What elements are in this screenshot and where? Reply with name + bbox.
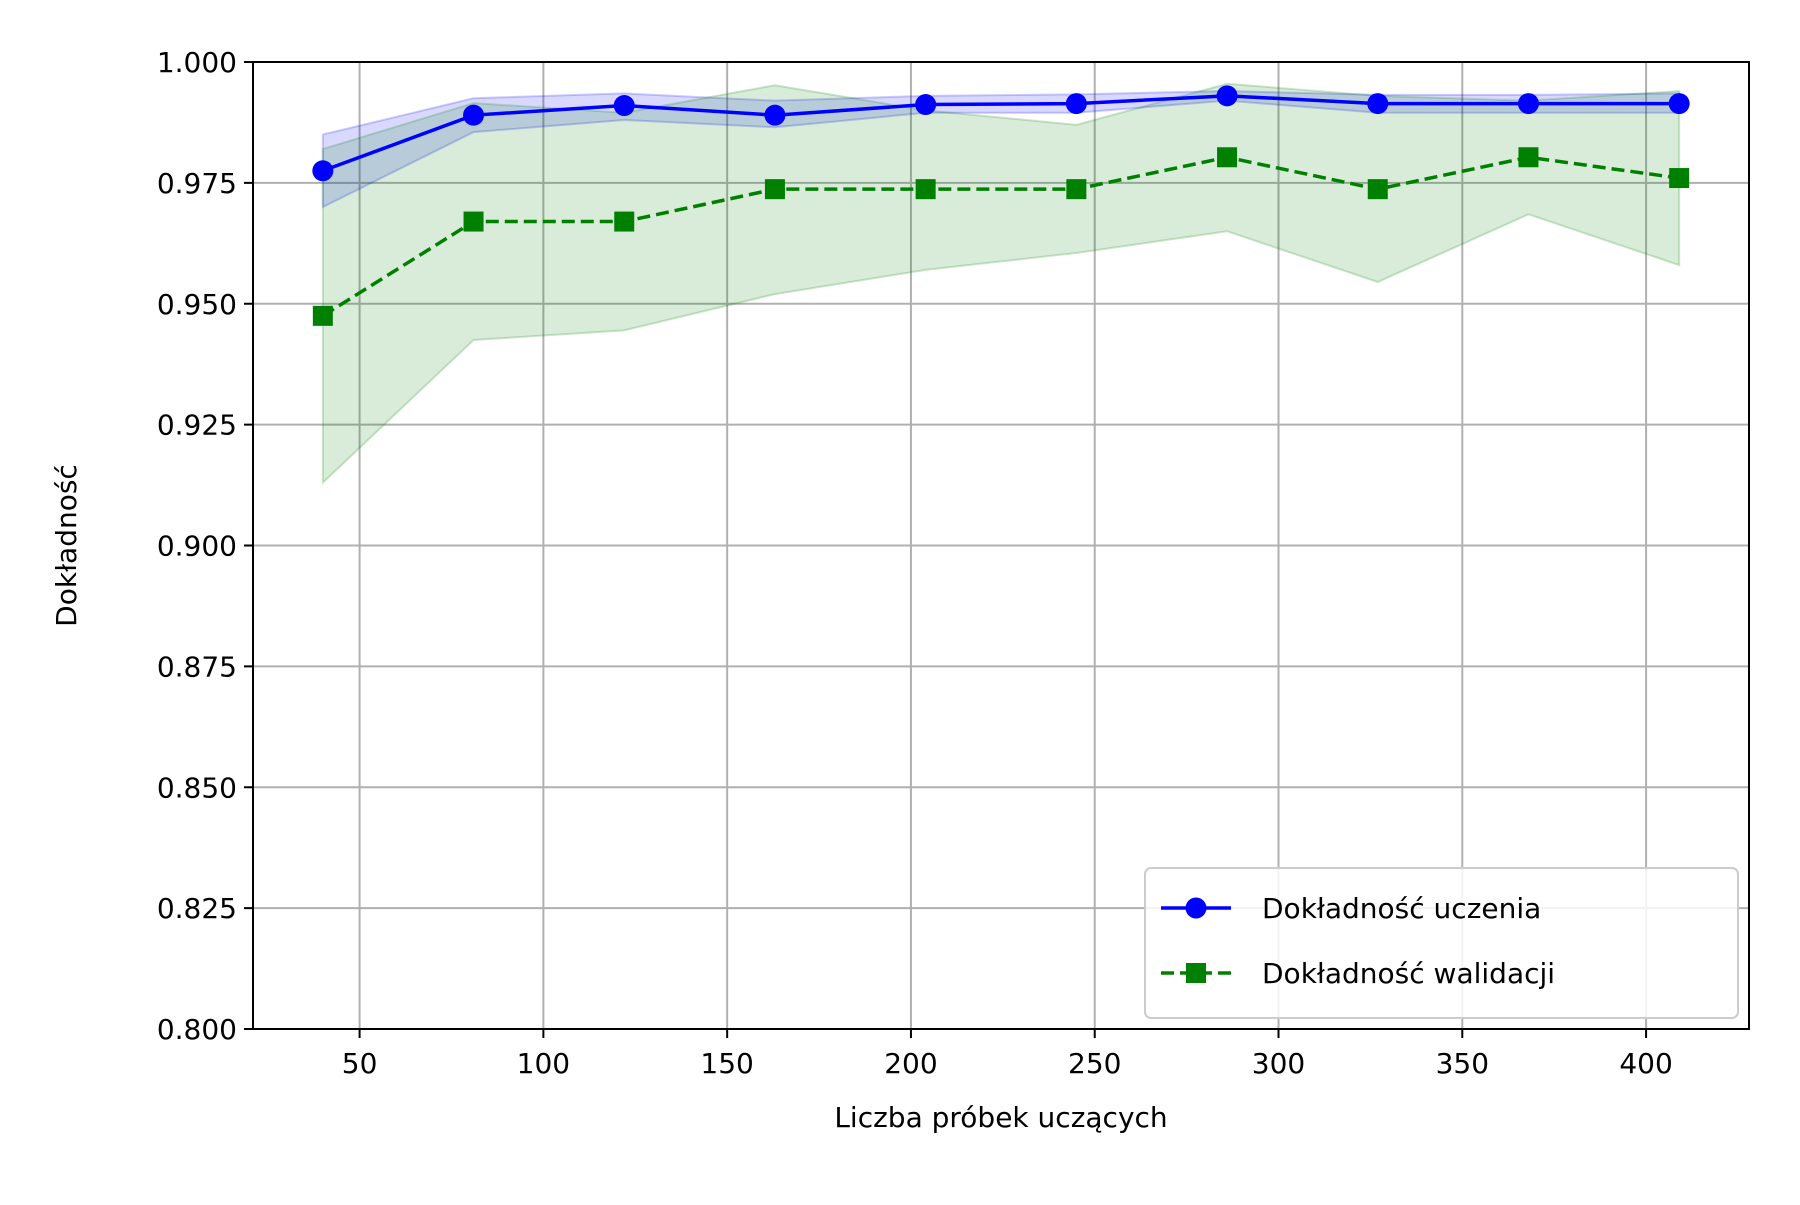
legend-swatch-marker bbox=[1186, 963, 1206, 983]
x-tick-label: 250 bbox=[1068, 1047, 1121, 1080]
y-axis-label: Dokładność bbox=[50, 464, 83, 627]
series-2-line bbox=[321, 155, 1680, 318]
legend: Dokładność uczenia Dokładność walidacji bbox=[1144, 867, 1739, 1019]
x-tick-label: 350 bbox=[1436, 1047, 1489, 1080]
series-2-point bbox=[1518, 147, 1539, 168]
legend-swatch-marker bbox=[1185, 897, 1207, 919]
band-layer bbox=[321, 82, 1681, 485]
y-tick-label: 0.975 bbox=[157, 167, 237, 200]
y-tick-label: 0.850 bbox=[157, 771, 237, 804]
series-2-point bbox=[614, 211, 635, 232]
series-1-point bbox=[463, 104, 485, 126]
series-2-point bbox=[1217, 147, 1238, 168]
series-2-point bbox=[764, 179, 785, 200]
x-tick-label: 200 bbox=[884, 1047, 937, 1080]
series-2-point bbox=[1669, 168, 1690, 189]
y-tick-label: 0.950 bbox=[157, 288, 237, 321]
y-tick-label: 0.800 bbox=[157, 1013, 237, 1046]
series-1-point bbox=[613, 95, 635, 117]
x-tick-label: 100 bbox=[517, 1047, 570, 1080]
x-tick-label: 400 bbox=[1619, 1047, 1672, 1080]
series-2-point bbox=[312, 305, 333, 326]
y-tick-label: 0.925 bbox=[157, 409, 237, 442]
series-2-band bbox=[321, 82, 1681, 485]
y-tick-label: 0.900 bbox=[157, 530, 237, 563]
series-1-point bbox=[312, 160, 334, 182]
x-tick-label: 150 bbox=[700, 1047, 753, 1080]
x-tick-label: 300 bbox=[1252, 1047, 1305, 1080]
legend-box bbox=[1144, 867, 1739, 1019]
series-1-point bbox=[1668, 93, 1690, 115]
line-layer bbox=[321, 94, 1680, 318]
series-1-point bbox=[1216, 85, 1238, 107]
series-1-point bbox=[915, 94, 937, 116]
tick-layer: 50 100 150 200 250 300 350 400 0.800 0.825 0.850 0.… bbox=[157, 46, 1673, 1080]
series-2-point bbox=[915, 179, 936, 200]
y-tick-label: 0.875 bbox=[157, 650, 237, 683]
series-2-point bbox=[463, 211, 484, 232]
series-1-point bbox=[1517, 93, 1539, 115]
y-tick-label: 0.825 bbox=[157, 892, 237, 925]
marker-layer bbox=[312, 85, 1690, 326]
x-tick-label: 50 bbox=[342, 1047, 378, 1080]
series-1-point bbox=[1367, 93, 1389, 115]
series-2-point bbox=[1367, 179, 1388, 200]
y-tick-label: 1.000 bbox=[157, 46, 237, 79]
legend-label: Dokładność walidacji bbox=[1262, 957, 1555, 990]
x-axis-label: Liczba próbek uczących bbox=[834, 1101, 1167, 1134]
series-1-point bbox=[1065, 93, 1087, 115]
series-2-point bbox=[1066, 179, 1087, 200]
legend-label: Dokładność uczenia bbox=[1262, 892, 1541, 925]
series-1-point bbox=[764, 104, 786, 126]
series-1-line bbox=[322, 94, 1680, 173]
